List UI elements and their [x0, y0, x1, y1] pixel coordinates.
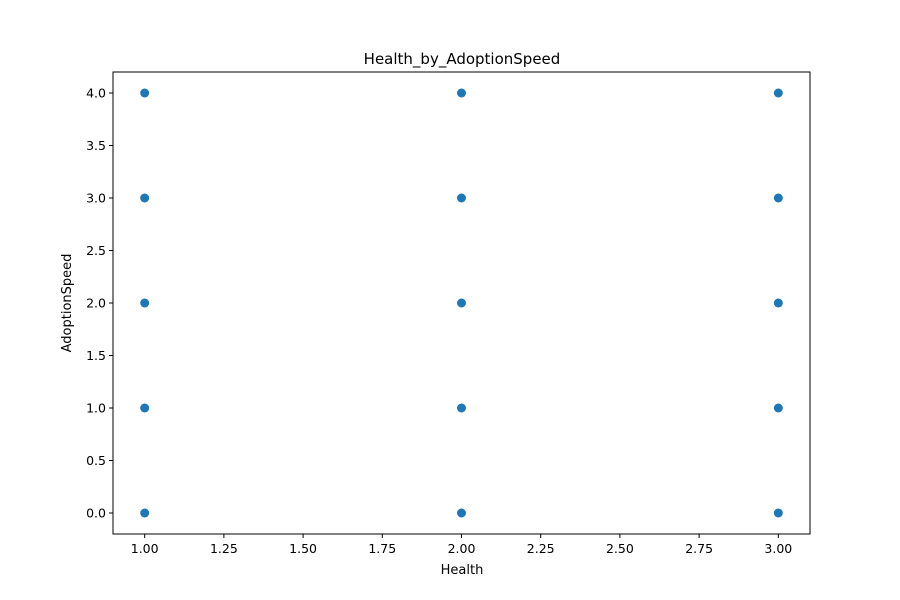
x-tick-label: 2.75	[685, 541, 713, 556]
y-tick-label: 2.0	[86, 296, 106, 311]
y-tick-label: 0.5	[86, 453, 106, 468]
data-point	[773, 403, 783, 413]
data-point	[457, 88, 466, 98]
x-tick-label: 3.00	[764, 541, 792, 556]
data-points	[140, 88, 783, 518]
y-tick-label: 4.0	[86, 86, 106, 101]
chart-title: Health_by_AdoptionSpeed	[364, 50, 561, 69]
y-tick-label: 3.0	[86, 191, 106, 206]
data-point	[773, 88, 783, 98]
plot-area: 1.00 1.25 1.50 1.75 2.00 2.25 2.50 2.75 3.00 0.0…	[86, 71, 811, 556]
y-axis-label: AdoptionSpeed	[60, 254, 75, 353]
y-tick-label: 1.5	[86, 348, 106, 363]
x-tick-label: 1.25	[210, 541, 238, 556]
x-tick-label: 1.75	[368, 541, 396, 556]
x-tick-label: 1.00	[131, 541, 159, 556]
data-point	[140, 403, 150, 413]
data-point	[457, 193, 466, 203]
y-tick-label: 1.0	[86, 401, 106, 416]
y-tick-label: 3.5	[86, 138, 106, 153]
data-point	[773, 508, 783, 518]
data-point	[457, 403, 466, 413]
data-point	[457, 298, 466, 308]
data-point	[457, 508, 466, 518]
x-tick-label: 2.25	[527, 541, 555, 556]
y-tick-label: 2.5	[86, 243, 106, 258]
x-tick-label: 1.50	[289, 541, 317, 556]
data-point	[140, 193, 150, 203]
data-point	[140, 88, 150, 98]
data-point	[773, 193, 783, 203]
x-axis-label: Health	[441, 563, 484, 578]
data-point	[140, 298, 150, 308]
x-tick-label: 2.00	[448, 541, 476, 556]
y-axis: 0.0 0.5 1.0 1.5 2.0 2.5 3.0 3.5 4.0	[86, 86, 113, 521]
data-point	[140, 508, 150, 518]
data-point	[773, 298, 783, 308]
x-axis: 1.00 1.25 1.50 1.75 2.00 2.25 2.50 2.75 3.00	[131, 534, 792, 556]
y-tick-label: 0.0	[86, 506, 106, 521]
x-tick-label: 2.50	[606, 541, 634, 556]
